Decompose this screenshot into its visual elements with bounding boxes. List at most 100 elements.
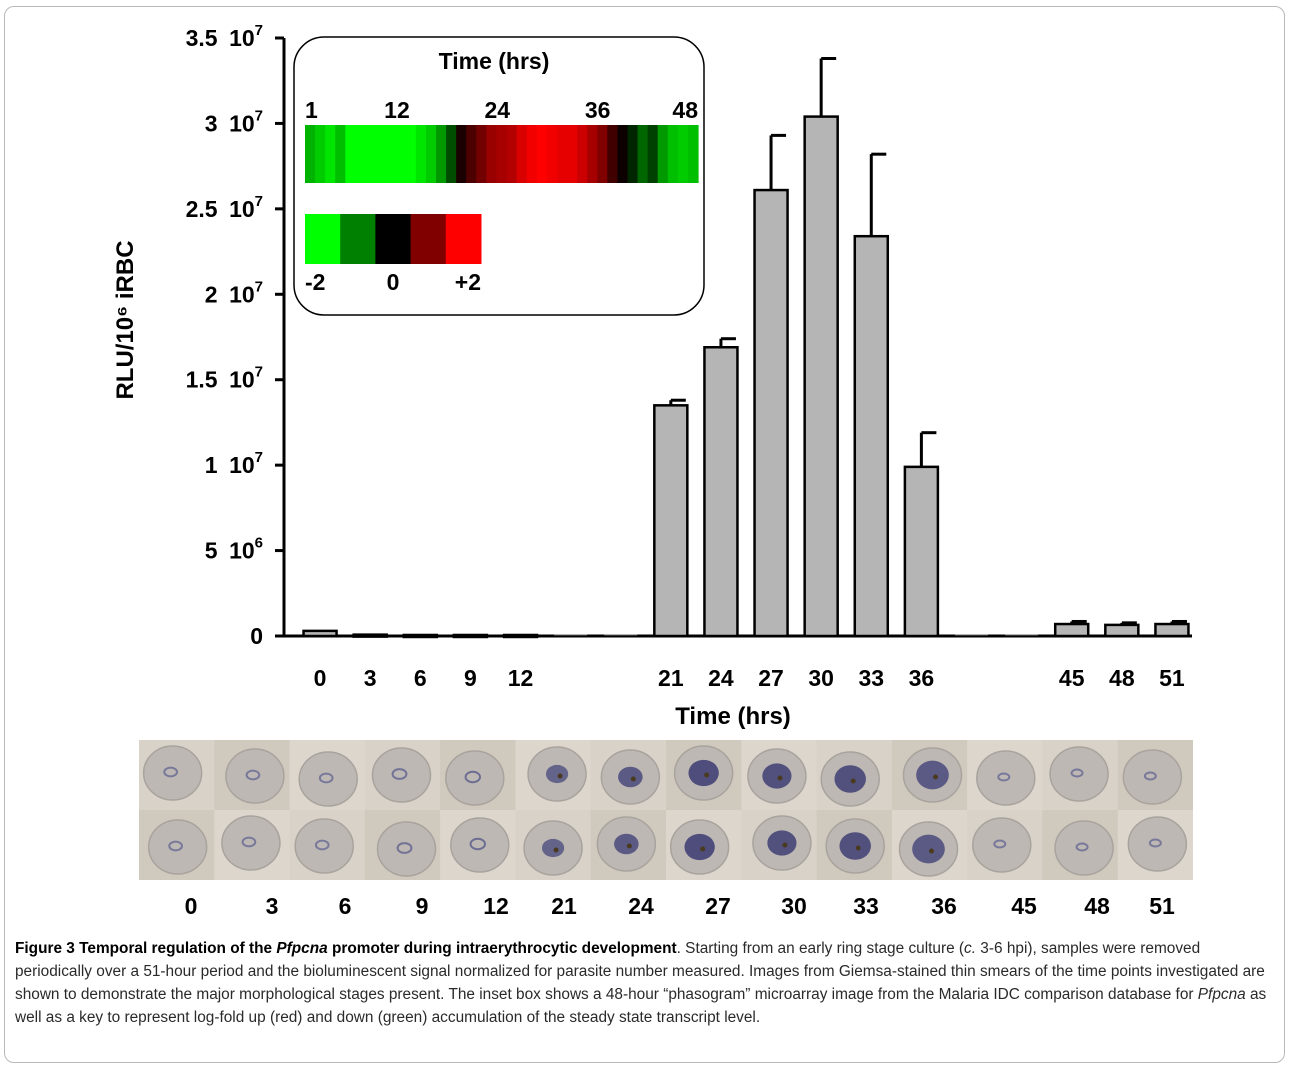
phasogram-cell bbox=[425, 125, 437, 183]
parasite bbox=[684, 833, 715, 861]
erythrocyte bbox=[142, 745, 203, 801]
bar bbox=[352, 633, 388, 638]
pigment bbox=[929, 848, 934, 854]
phasogram-cell bbox=[365, 125, 377, 183]
parasite bbox=[245, 769, 261, 781]
phasogram-cell bbox=[516, 125, 528, 183]
parasite bbox=[993, 839, 1007, 849]
phasogram-strip bbox=[305, 125, 699, 183]
color-key-swatch bbox=[340, 214, 376, 264]
phasogram-cell bbox=[577, 125, 588, 183]
bar bbox=[653, 404, 689, 638]
phasogram-cell bbox=[496, 125, 508, 183]
erythrocyte bbox=[1127, 816, 1188, 872]
parasite bbox=[762, 763, 792, 789]
y-tick-label: 1.5 107 bbox=[186, 364, 263, 393]
pigment bbox=[553, 847, 559, 853]
parasite bbox=[1075, 842, 1089, 852]
erythrocyte bbox=[376, 821, 437, 877]
pigment bbox=[777, 775, 783, 781]
parasite bbox=[912, 834, 945, 864]
erythrocyte bbox=[972, 817, 1032, 873]
erythrocyte bbox=[445, 750, 505, 806]
caption-title: Figure 3 Temporal regulation of the Pfpc… bbox=[15, 940, 677, 957]
smear-time-label: 0 bbox=[184, 893, 198, 919]
parasite bbox=[1148, 838, 1162, 848]
bar bbox=[1053, 622, 1090, 638]
y-axis-label: RLU/10⁶ iRBC bbox=[112, 240, 139, 399]
smear-time-label: 12 bbox=[483, 893, 509, 919]
pigment bbox=[850, 778, 856, 784]
color-key-labels: -2 0 +2 bbox=[305, 269, 481, 295]
bar-chart: 3.5 107 3 107 2.5 107 2 107 1.5 107 1 107 5 10… bbox=[112, 22, 1192, 730]
bar bbox=[753, 188, 789, 638]
inset-time-label: 48 bbox=[672, 97, 698, 123]
phasogram-cell bbox=[567, 125, 578, 183]
y-tick-label: 2.5 107 bbox=[186, 193, 263, 222]
parasite bbox=[314, 839, 330, 851]
phasogram-cell bbox=[647, 125, 659, 183]
y-axis: 3.5 107 3 107 2.5 107 2 107 1.5 107 1 107 5 10… bbox=[186, 22, 286, 649]
smear-time-label: 6 bbox=[338, 893, 352, 919]
phasogram-cell bbox=[667, 125, 679, 183]
color-key-swatch bbox=[410, 214, 447, 264]
pigment bbox=[700, 846, 706, 852]
x-axis: 0 3 6 9 12 21 24 27 30 33 36 45 48 51 bbox=[282, 634, 1192, 691]
phasogram-cell bbox=[556, 125, 568, 183]
x-tick-label: 27 bbox=[758, 665, 784, 691]
phasogram-cell bbox=[375, 125, 387, 183]
x-tick-label: 0 bbox=[314, 665, 327, 691]
smear-time-label: 48 bbox=[1084, 893, 1110, 919]
pigment bbox=[626, 843, 632, 849]
x-axis-label: Time (hrs) bbox=[675, 703, 791, 730]
parasite bbox=[391, 768, 408, 780]
erythrocyte bbox=[1054, 820, 1114, 876]
phasogram-cell bbox=[355, 125, 367, 183]
parasite bbox=[1070, 768, 1084, 778]
bar bbox=[1154, 622, 1190, 638]
parasite bbox=[618, 766, 643, 788]
parasite bbox=[241, 836, 257, 848]
phasogram-cell bbox=[315, 125, 326, 183]
phasogram-cell bbox=[405, 125, 417, 183]
inset-time-label: 1 bbox=[305, 97, 318, 123]
parasite bbox=[541, 838, 565, 858]
phasogram-cell bbox=[526, 125, 538, 183]
color-key bbox=[305, 214, 482, 264]
phasogram-cell bbox=[627, 125, 639, 183]
parasite bbox=[318, 772, 334, 784]
phasogram-cell bbox=[597, 125, 608, 183]
smear-time-label: 33 bbox=[853, 893, 879, 919]
erythrocyte bbox=[221, 815, 281, 871]
smear-time-label: 21 bbox=[551, 893, 577, 919]
x-tick-label: 51 bbox=[1159, 665, 1185, 691]
color-key-label: +2 bbox=[455, 269, 481, 295]
inset-time-label: 36 bbox=[585, 97, 611, 123]
smear-time-label: 51 bbox=[1149, 893, 1175, 919]
phasogram-cell bbox=[335, 125, 346, 183]
smear-time-label: 3 bbox=[265, 893, 279, 919]
bar bbox=[452, 633, 489, 639]
phasogram-cell bbox=[345, 125, 356, 183]
bar bbox=[703, 346, 739, 638]
pigment bbox=[557, 773, 563, 779]
smear-time-label: 36 bbox=[931, 893, 957, 919]
erythrocyte bbox=[450, 817, 510, 873]
inset-title: Time (hrs) bbox=[439, 48, 550, 74]
pigment bbox=[855, 845, 861, 851]
phasogram-cell bbox=[637, 125, 649, 183]
color-key-swatch bbox=[375, 214, 412, 264]
phasogram-cell bbox=[546, 125, 558, 183]
bar bbox=[903, 465, 940, 638]
y-tick-label: 3.5 107 bbox=[186, 22, 263, 51]
parasite bbox=[767, 830, 797, 856]
x-tick-label: 21 bbox=[658, 665, 684, 691]
x-tick-label: 12 bbox=[508, 665, 534, 691]
bar bbox=[402, 633, 439, 639]
parasite bbox=[614, 833, 639, 855]
x-tick-label: 24 bbox=[708, 665, 734, 691]
phasogram-cell bbox=[657, 125, 669, 183]
parasite bbox=[545, 764, 569, 784]
pigment bbox=[933, 774, 938, 780]
smear-time-label: 27 bbox=[705, 893, 731, 919]
